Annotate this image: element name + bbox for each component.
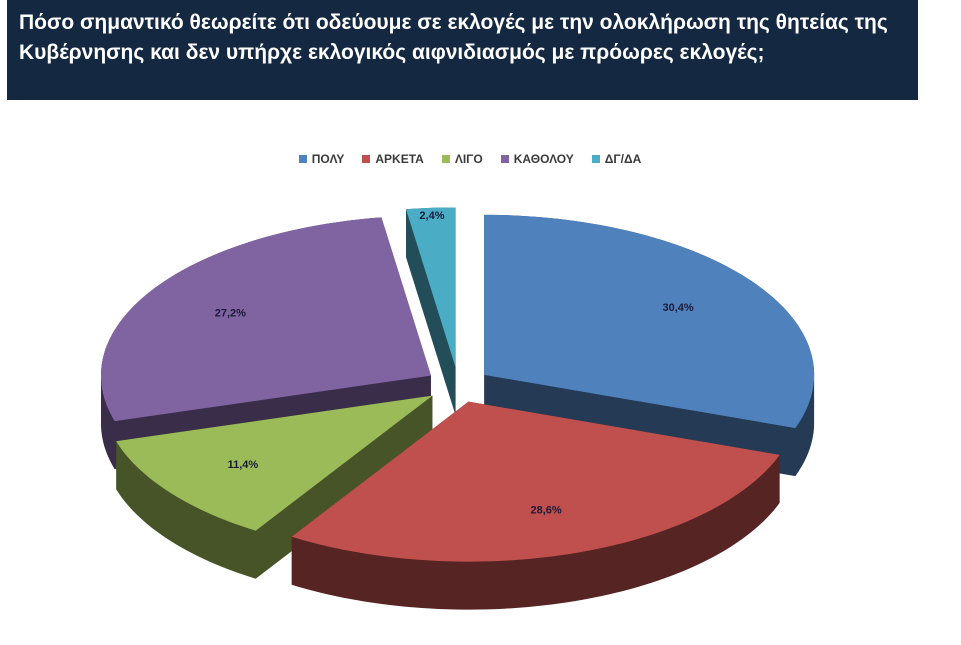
legend-item: ΑΡΚΕΤΑ <box>362 152 424 166</box>
legend-label: ΠΟΛΥ <box>311 152 345 166</box>
slice <box>116 395 433 531</box>
legend-item: ΛΙΓΟ <box>441 152 483 166</box>
legend-swatch <box>441 155 450 163</box>
legend-label: ΛΙΓΟ <box>454 152 483 166</box>
legend-swatch <box>500 155 509 163</box>
legend-label: ΔΓ/ΔΑ <box>604 152 642 166</box>
slice <box>100 217 431 422</box>
legend-item: ΠΟΛΥ <box>298 152 345 166</box>
legend: ΠΟΛΥ ΑΡΚΕΤΑ ΛΙΓΟ ΚΑΘΟΛΟΥ ΔΓ/ΔΑ <box>0 152 940 166</box>
legend-label: ΚΑΘΟΛΟΥ <box>513 152 574 166</box>
chart-title: Πόσο σημαντικό θεωρείτε ότι οδεύουμε σε … <box>7 0 918 100</box>
legend-label: ΑΡΚΕΤΑ <box>375 152 424 166</box>
data-label: 30,4% <box>662 302 693 314</box>
slice <box>406 207 456 368</box>
data-label: 2,4% <box>419 210 444 222</box>
data-label: 11,4% <box>228 459 259 471</box>
legend-swatch <box>362 155 371 163</box>
data-label: 28,6% <box>531 504 562 516</box>
legend-item: ΚΑΘΟΛΟΥ <box>500 152 574 166</box>
slice <box>484 214 815 429</box>
legend-item: ΔΓ/ΔΑ <box>591 152 642 166</box>
legend-swatch <box>298 155 307 163</box>
data-label: 27,2% <box>215 308 246 320</box>
legend-swatch <box>591 155 600 163</box>
slice <box>291 401 780 562</box>
